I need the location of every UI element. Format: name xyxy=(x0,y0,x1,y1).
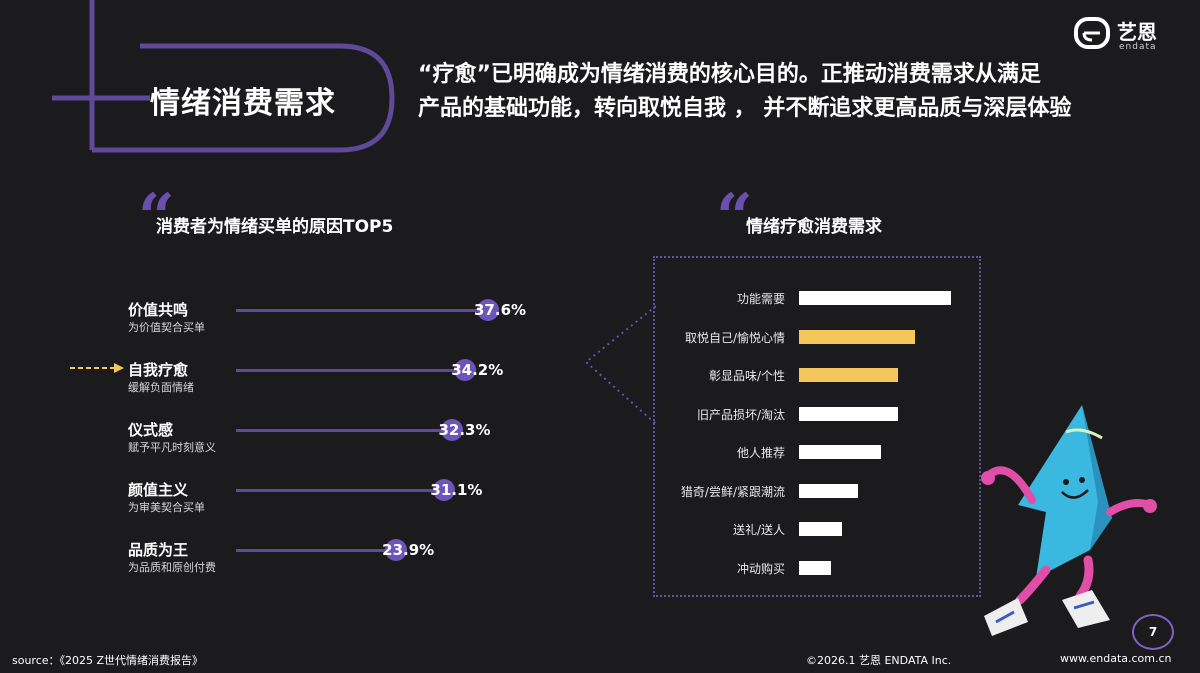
section-title: 情绪消费需求 xyxy=(150,86,336,121)
reason-description: 赋予平凡时刻意义 xyxy=(128,441,216,454)
headline: “疗愈”已明确成为情绪消费的核心目的。正推动消费需求从满足 产品的基础功能，转向… xyxy=(418,58,1158,126)
reason-bar-line xyxy=(236,549,397,552)
reason-label: 品质为王 xyxy=(128,541,189,559)
reason-value-dot xyxy=(385,539,408,561)
reason-value: 34.2% xyxy=(451,361,504,379)
needs-bar-label: 送礼/送人 xyxy=(732,523,785,537)
reason-bar-line xyxy=(236,429,453,432)
dashed-arrow-icon xyxy=(70,363,124,373)
needs-bar xyxy=(799,329,915,344)
needs-chart-box xyxy=(653,256,981,597)
reason-bar-line xyxy=(236,309,488,312)
mascot-arrow-character xyxy=(981,405,1157,636)
page-number-badge: 7 xyxy=(1132,614,1174,650)
needs-bar xyxy=(799,291,951,305)
footer-copyright: ©2026.1 艺恩 ENDATA Inc. xyxy=(806,654,952,667)
reason-description: 为品质和原创付费 xyxy=(128,561,216,574)
page-number: 7 xyxy=(1148,625,1158,639)
needs-bar xyxy=(799,368,898,382)
reason-value-dot xyxy=(477,299,499,321)
reason-item: 自我疗愈缓解负面情绪 xyxy=(128,360,194,396)
reason-description: 缓解负面情绪 xyxy=(128,381,194,394)
reason-label: 自我疗愈 xyxy=(128,361,189,379)
headline-line-1: “疗愈”已明确成为情绪消费的核心目的。正推动消费需求从满足 xyxy=(418,62,1041,87)
needs-bar-label: 冲动购买 xyxy=(736,561,785,576)
quote-mark-icon: “ xyxy=(138,180,175,255)
reason-label: 颜值主义 xyxy=(128,481,189,499)
brand-logo: 艺恩 endata xyxy=(1073,16,1183,56)
reason-bar-line xyxy=(236,489,445,492)
reason-value: 37.6% xyxy=(474,301,527,319)
reason-value-dot xyxy=(433,479,456,501)
reason-item: 仪式感赋予平凡时刻意义 xyxy=(128,420,216,456)
header-decoration xyxy=(52,0,395,153)
needs-bar-label: 取悦自己/愉悦心情 xyxy=(684,330,785,345)
needs-bar xyxy=(799,560,831,575)
right-panel-title: 情绪疗愈消费需求 xyxy=(746,217,882,237)
logo-english: endata xyxy=(1119,42,1157,52)
needs-bar xyxy=(799,406,898,421)
reason-value-dot xyxy=(441,419,464,441)
headline-line-2: 产品的基础功能，转向取悦自我 ， 并不断追求更高品质与深层体验 xyxy=(418,96,1072,121)
needs-bar xyxy=(799,522,842,536)
reason-value: 23.9% xyxy=(382,541,435,559)
footer-website: www.endata.com.cn xyxy=(1060,652,1172,665)
reason-bar-line xyxy=(236,369,466,372)
needs-bar-label: 旧产品损坏/淘汰 xyxy=(696,407,785,422)
needs-bar-label: 功能需要 xyxy=(736,292,785,306)
reason-item: 价值共鸣为价值契合买单 xyxy=(128,300,205,336)
footer-source: source：《2025 Z世代情绪消费报告》 xyxy=(12,654,204,667)
callout-pointer xyxy=(584,305,656,425)
reason-label: 仪式感 xyxy=(128,421,174,439)
reason-description: 为审美契合买单 xyxy=(128,501,205,514)
reason-value-dot xyxy=(454,359,477,381)
reason-item: 颜值主义为审美契合买单 xyxy=(128,480,205,516)
needs-bar-label: 他人推荐 xyxy=(736,446,785,460)
needs-bar xyxy=(799,445,882,459)
left-panel-title: 消费者为情绪买单的原因TOP5 xyxy=(156,217,394,237)
quote-mark-icon: “ xyxy=(716,180,753,255)
reason-label: 价值共鸣 xyxy=(128,301,189,319)
reason-description: 为价值契合买单 xyxy=(128,321,205,334)
needs-bar xyxy=(799,483,859,498)
needs-bar-label: 彰显品味/个性 xyxy=(708,369,785,383)
endata-logo-icon xyxy=(1074,17,1110,49)
reason-value: 32.3% xyxy=(438,421,491,439)
logo-chinese: 艺恩 xyxy=(1117,20,1157,44)
needs-bar-label: 猎奇/尝鲜/紧跟潮流 xyxy=(680,484,785,499)
reason-item: 品质为王为品质和原创付费 xyxy=(128,540,216,576)
reason-value: 31.1% xyxy=(430,481,483,499)
